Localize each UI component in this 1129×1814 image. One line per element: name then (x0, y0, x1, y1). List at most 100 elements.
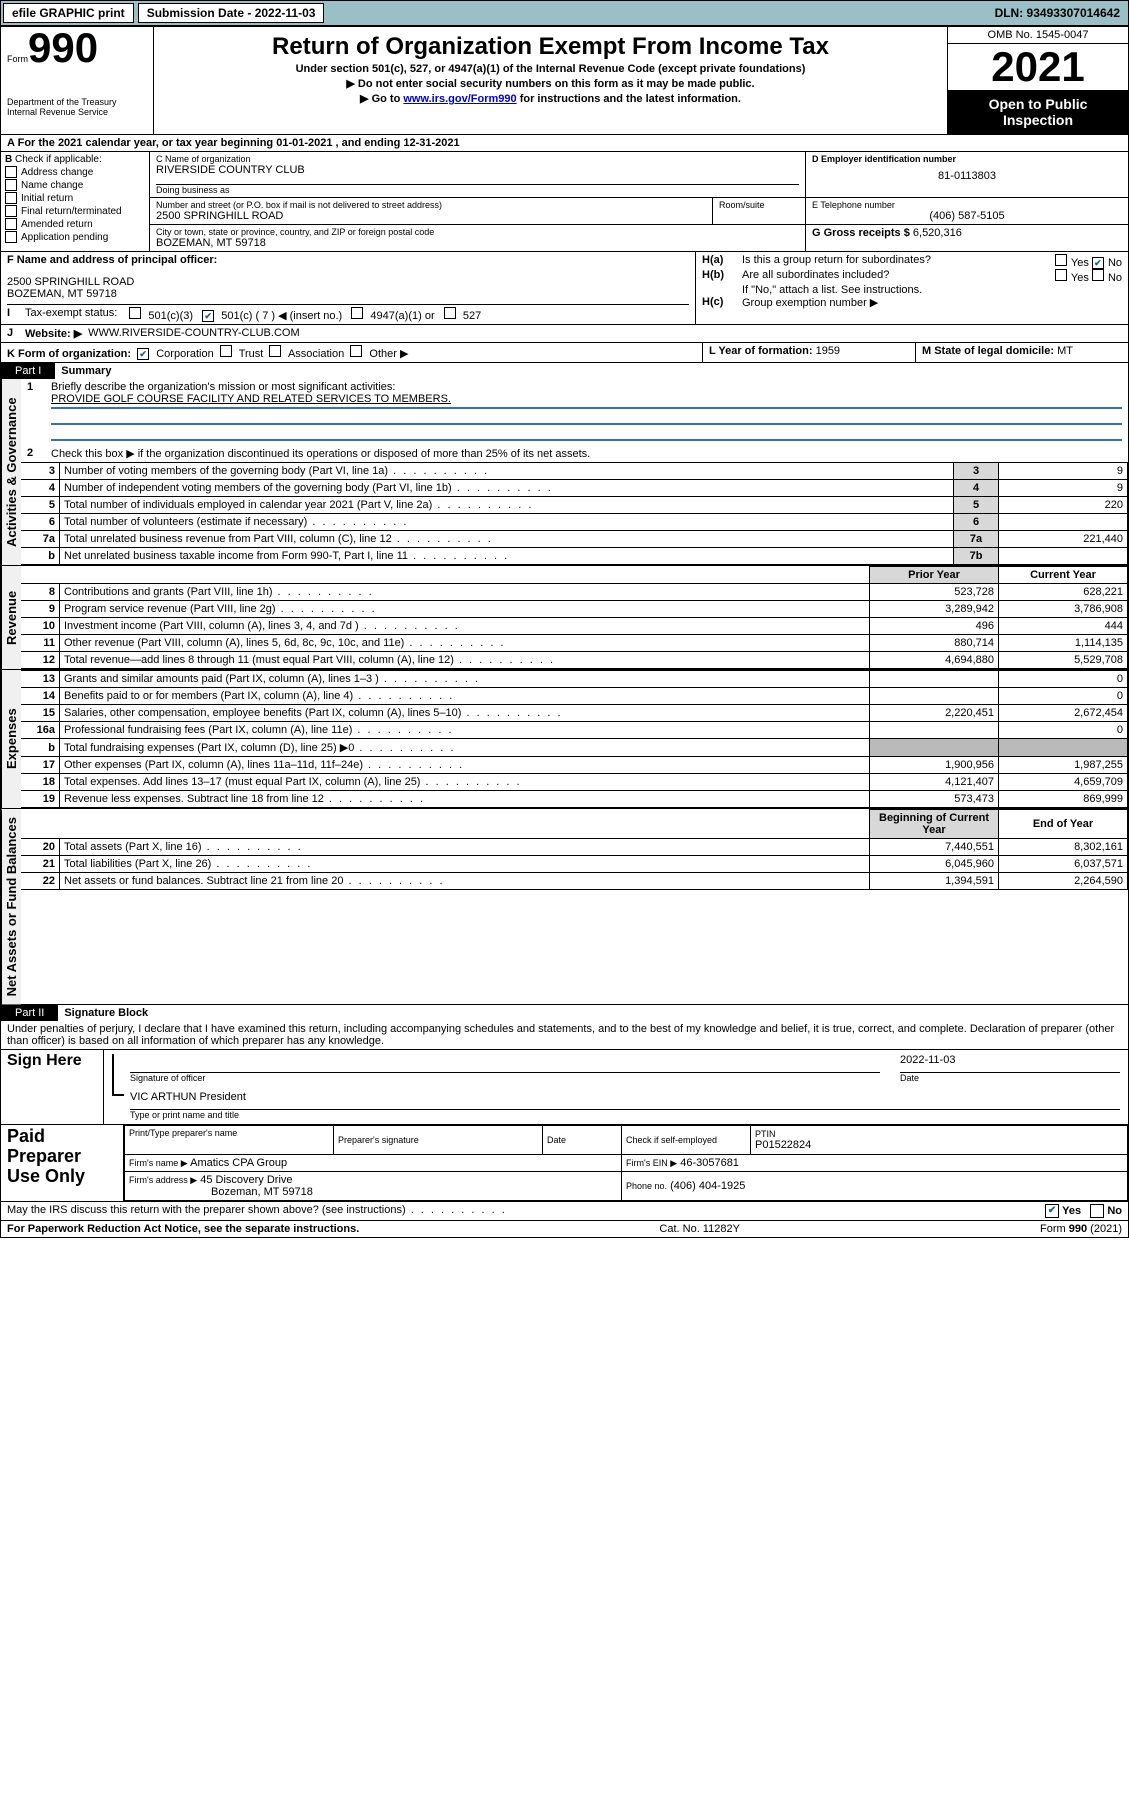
q2-text: Check this box ▶ if the organization dis… (51, 447, 590, 460)
ha-yes[interactable] (1055, 254, 1067, 266)
officer-title-label: Type or print name and title (130, 1110, 1120, 1120)
firm-phone: (406) 404-1925 (670, 1180, 745, 1192)
cb-initial-return[interactable] (5, 192, 17, 204)
sign-here-label: Sign Here (1, 1050, 104, 1124)
line-j: J Website: ▶ WWW.RIVERSIDE-COUNTRY-CLUB.… (1, 325, 1128, 343)
g-gross-receipts: 6,520,316 (913, 227, 962, 239)
room-label: Room/suite (719, 200, 799, 210)
discuss-no[interactable] (1090, 1204, 1104, 1218)
d-ein-label: D Employer identification number (812, 154, 1122, 164)
cb-4947[interactable] (351, 307, 363, 319)
form-header: Form990 Department of the Treasury Inter… (1, 27, 1128, 135)
table-row: 11 Other revenue (Part VIII, column (A),… (21, 635, 1128, 652)
cb-address-change[interactable] (5, 166, 17, 178)
line-k-l-m: K Form of organization: Corporation Trus… (1, 343, 1128, 363)
k-label: K Form of organization: (7, 348, 131, 360)
cb-final-return[interactable] (5, 205, 17, 217)
hb-text: Are all subordinates included? (742, 269, 1055, 284)
hb-yes[interactable] (1055, 269, 1067, 281)
discuss-text: May the IRS discuss this return with the… (7, 1204, 406, 1216)
f-label: F Name and address of principal officer: (7, 254, 689, 266)
dln-label: DLN: 93493307014642 (995, 6, 1126, 20)
line-a-tax-year: A For the 2021 calendar year, or tax yea… (1, 135, 1128, 152)
submission-date-button[interactable]: Submission Date - 2022-11-03 (138, 3, 325, 23)
table-row: 18 Total expenses. Add lines 13–17 (must… (21, 774, 1128, 791)
m-value: MT (1057, 345, 1073, 357)
table-row: 13 Grants and similar amounts paid (Part… (21, 671, 1128, 688)
efile-graphic-print-button[interactable]: efile GRAPHIC print (3, 3, 134, 23)
section-h: H(a)Is this a group return for subordina… (696, 252, 1128, 324)
cb-assoc[interactable] (269, 345, 281, 357)
officer-name: VIC ARTHUN President (130, 1091, 1120, 1110)
table-row: 19 Revenue less expenses. Subtract line … (21, 791, 1128, 808)
block-f-h: F Name and address of principal officer:… (1, 252, 1128, 325)
addr-label: Number and street (or P.O. box if mail i… (156, 200, 442, 210)
i-label: Tax-exempt status: (25, 307, 117, 322)
subtitle-2: Do not enter social security numbers on … (358, 78, 755, 90)
cb-amended-return[interactable] (5, 218, 17, 230)
hc-text: Group exemption number ▶ (742, 296, 878, 309)
mission-text: PROVIDE GOLF COURSE FACILITY AND RELATED… (51, 393, 1122, 405)
cb-other[interactable] (350, 345, 362, 357)
org-name: RIVERSIDE COUNTRY CLUB (156, 164, 799, 176)
street-address: 2500 SPRINGHILL ROAD (156, 210, 706, 222)
sig-date-value: 2022-11-03 (900, 1054, 1120, 1073)
part1-title: Summary (55, 363, 1128, 379)
cb-527[interactable] (444, 307, 456, 319)
table-row: 7a Total unrelated business revenue from… (21, 531, 1128, 548)
side-net-assets: Net Assets or Fund Balances (1, 809, 21, 1004)
dept-treasury: Department of the Treasury (7, 97, 147, 107)
cb-501c3[interactable] (129, 307, 141, 319)
cb-501c[interactable] (202, 310, 214, 322)
l-label: L Year of formation: (709, 345, 813, 357)
table-row: 8 Contributions and grants (Part VIII, l… (21, 584, 1128, 601)
section-f: F Name and address of principal officer:… (1, 252, 696, 324)
firm-ein-label: Firm's EIN ▶ (626, 1158, 677, 1168)
revenue-block: Revenue Prior Year Current Year8 Contrib… (1, 566, 1128, 670)
form-990-page: Form990 Department of the Treasury Inter… (0, 26, 1129, 1238)
page-footer: For Paperwork Reduction Act Notice, see … (1, 1221, 1128, 1237)
header-left: Form990 Department of the Treasury Inter… (1, 27, 154, 134)
firm-phone-label: Phone no. (626, 1181, 667, 1191)
paid-preparer-block: Paid Preparer Use Only Print/Type prepar… (1, 1125, 1128, 1202)
hb-no[interactable] (1092, 269, 1104, 281)
cb-application-pending[interactable] (5, 231, 17, 243)
q1-label: Briefly describe the organization's miss… (51, 381, 395, 393)
section-b: B Check if applicable: Address change Na… (1, 152, 150, 251)
table-row: 9 Program service revenue (Part VIII, li… (21, 601, 1128, 618)
sig-officer-label: Signature of officer (130, 1073, 880, 1083)
table-row: 10 Investment income (Part VIII, column … (21, 618, 1128, 635)
ha-no[interactable] (1092, 257, 1104, 269)
firm-name-label: Firm's name ▶ (129, 1158, 188, 1168)
table-row: b Total fundraising expenses (Part IX, c… (21, 739, 1128, 757)
table-row: 15 Salaries, other compensation, employe… (21, 705, 1128, 722)
side-governance: Activities & Governance (1, 379, 21, 565)
section-e: E Telephone number (406) 587-5105 (806, 198, 1128, 224)
city-label: City or town, state or province, country… (156, 227, 799, 237)
dba-label: Doing business as (156, 184, 799, 195)
form-title: Return of Organization Exempt From Incom… (162, 33, 939, 61)
irs-link[interactable]: www.irs.gov/Form990 (403, 93, 516, 105)
open-public-inspection: Open to Public Inspection (948, 90, 1128, 134)
sign-here-block: Sign Here Signature of officer 2022-11-0… (1, 1050, 1128, 1125)
firm-addr-label: Firm's address ▶ (129, 1175, 197, 1185)
revenue-table: Prior Year Current Year8 Contributions a… (21, 566, 1128, 669)
cb-corp[interactable] (137, 348, 149, 360)
c-name-label: C Name of organization (156, 154, 799, 164)
prep-name-label: Print/Type preparer's name (129, 1128, 329, 1138)
table-row: 14 Benefits paid to or for members (Part… (21, 688, 1128, 705)
table-row: 21 Total liabilities (Part X, line 26)6,… (21, 856, 1128, 873)
header-center: Return of Organization Exempt From Incom… (154, 27, 948, 134)
l-value: 1959 (816, 345, 840, 357)
cb-name-change[interactable] (5, 179, 17, 191)
prep-sig-label: Preparer's signature (338, 1135, 538, 1145)
efile-topbar: efile GRAPHIC print Submission Date - 20… (0, 0, 1129, 26)
omb-number: OMB No. 1545-0047 (948, 27, 1128, 44)
expenses-table: 13 Grants and similar amounts paid (Part… (21, 670, 1128, 808)
firm-addr1: 45 Discovery Drive (200, 1174, 292, 1186)
discuss-yes[interactable] (1045, 1204, 1059, 1218)
part1-body: Activities & Governance 1Briefly describ… (1, 379, 1128, 566)
self-employed-label: Check if self-employed (626, 1135, 746, 1145)
part2-header: Part II Signature Block (1, 1005, 1128, 1021)
cb-trust[interactable] (220, 345, 232, 357)
